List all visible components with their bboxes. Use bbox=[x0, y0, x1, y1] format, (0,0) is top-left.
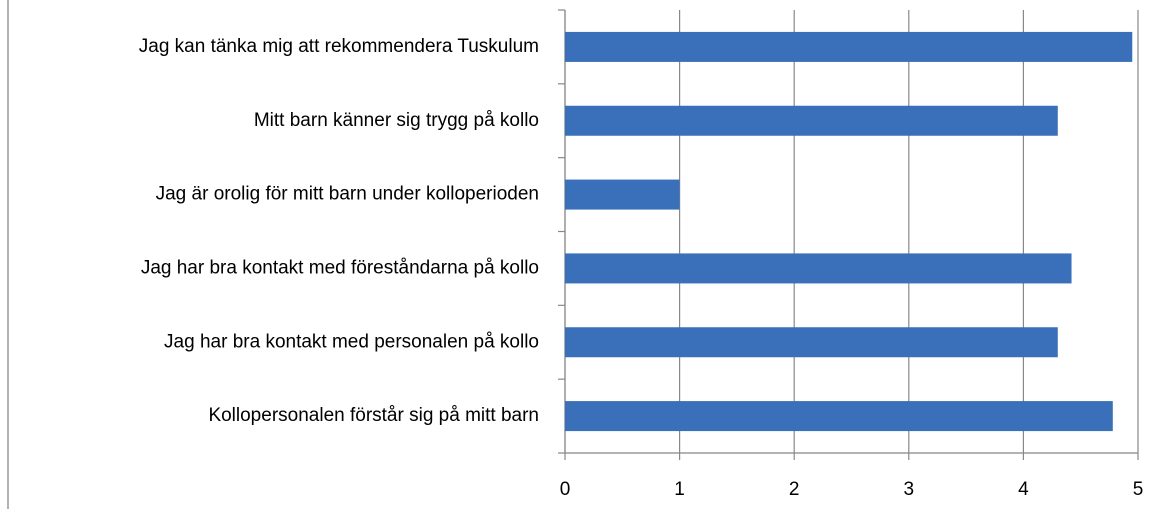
y-tick-label: Jag är orolig för mitt barn under kollop… bbox=[156, 184, 539, 205]
x-tick-label: 4 bbox=[1018, 479, 1029, 500]
x-tick-label: 5 bbox=[1133, 479, 1144, 500]
y-tick-label: Jag har bra kontakt med personalen på ko… bbox=[164, 331, 539, 352]
x-tick-label: 0 bbox=[560, 479, 571, 500]
x-tick-label: 2 bbox=[789, 479, 800, 500]
bar bbox=[565, 253, 1072, 284]
y-tick-label: Jag har bra kontakt med föreståndarna på… bbox=[141, 257, 539, 278]
bar bbox=[565, 401, 1113, 432]
bar bbox=[565, 105, 1058, 136]
bar bbox=[565, 31, 1133, 62]
y-tick-label: Mitt barn känner sig trygg på kollo bbox=[254, 110, 539, 131]
y-tick-label: Kollopersonalen förstår sig på mitt barn bbox=[208, 405, 539, 426]
x-tick-label: 1 bbox=[674, 479, 685, 500]
bar bbox=[565, 327, 1058, 358]
x-tick-label: 3 bbox=[904, 479, 915, 500]
bar bbox=[565, 179, 680, 210]
y-tick-label: Jag kan tänka mig att rekommendera Tusku… bbox=[139, 36, 539, 57]
